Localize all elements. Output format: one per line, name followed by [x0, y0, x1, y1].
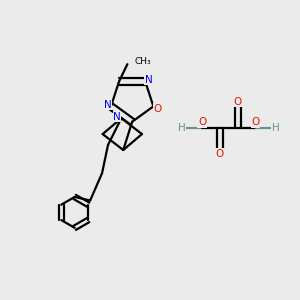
Text: N: N	[113, 112, 121, 122]
Text: N: N	[103, 100, 111, 110]
Text: O: O	[234, 97, 242, 106]
Text: CH₃: CH₃	[135, 57, 152, 66]
Text: H: H	[272, 123, 279, 133]
Text: N: N	[145, 75, 153, 85]
Text: H: H	[178, 123, 186, 133]
Text: O: O	[198, 117, 206, 128]
Text: O: O	[251, 117, 260, 128]
Text: O: O	[153, 104, 161, 114]
Text: O: O	[216, 149, 224, 159]
